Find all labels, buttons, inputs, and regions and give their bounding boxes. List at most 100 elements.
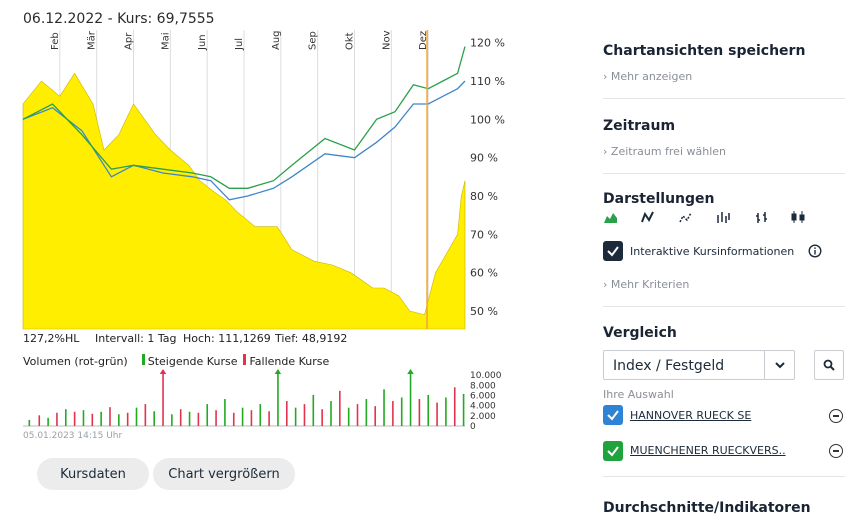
stat-interval: Intervall: 1 Tag: [95, 332, 177, 345]
divider: [603, 173, 845, 174]
divider: [603, 98, 845, 99]
volume-bar: [427, 394, 430, 426]
volume-bar: [118, 414, 120, 426]
volume-bar: [232, 412, 235, 426]
info-icon[interactable]: [808, 244, 822, 258]
volume-bar: [347, 407, 350, 426]
volume-bar: [259, 404, 262, 426]
overflow-arrow-icon: [274, 369, 282, 374]
area-chart-type-icon[interactable]: [603, 210, 619, 224]
volume-y-tick-label: 0: [470, 422, 476, 430]
volume-bar: [171, 414, 173, 426]
volume-bar: [339, 390, 341, 426]
volume-bar: [28, 419, 31, 426]
candlestick-chart-icon[interactable]: [789, 210, 807, 224]
y-tick-label: 50 %: [470, 305, 498, 318]
y-tick-label: 80 %: [470, 190, 498, 203]
y-tick-label: 60 %: [470, 267, 498, 280]
stat-high: Hoch: 111,1269: [183, 332, 271, 345]
volume-bar: [250, 410, 253, 426]
hannover-series-line: [22, 80, 466, 201]
month-tick-label: Apr: [124, 32, 135, 50]
overflow-arrow-icon: [159, 369, 167, 374]
save-views-title: Chartansichten speichern: [603, 43, 806, 59]
muenchener-checkbox[interactable]: [603, 441, 623, 461]
legend-down-label: Fallende Kurse: [249, 355, 330, 368]
volume-bar: [91, 413, 94, 426]
volume-y-tick-label: 4.000: [470, 402, 496, 412]
volume-bar: [330, 401, 332, 426]
bar-chart-type-icon[interactable]: [754, 210, 770, 224]
enlarge-chart-button[interactable]: Chart vergrößern: [153, 458, 295, 490]
line-chart-type-icon[interactable]: [640, 210, 656, 224]
volume-bar: [356, 404, 359, 426]
y-tick-label: 90 %: [470, 152, 498, 165]
month-tick-label: Mai: [160, 32, 171, 50]
dotted-line-chart-icon[interactable]: [678, 210, 694, 224]
volume-bar: [392, 401, 394, 426]
volume-bar: [418, 399, 421, 426]
legend-up-label: Steigende Kurse: [147, 355, 238, 368]
volume-bar: [56, 412, 58, 426]
remove-circle-icon[interactable]: [829, 409, 843, 423]
y-tick-label: 110 %: [470, 75, 505, 88]
divider: [603, 476, 845, 477]
volume-bar: [47, 417, 49, 426]
ohlc-chart-icon[interactable]: [715, 210, 731, 224]
volume-bar: [215, 410, 217, 426]
volume-bar: [109, 407, 111, 426]
volume-bar: [82, 410, 85, 426]
y-tick-label: 120 %: [470, 37, 505, 50]
volume-bar: [294, 407, 297, 426]
volume-bar: [100, 411, 102, 426]
remove-circle-icon[interactable]: [829, 444, 843, 458]
vergleich-title: Vergleich: [603, 325, 677, 341]
month-tick-label: Jul: [234, 38, 245, 51]
month-tick-label: Jun: [197, 34, 208, 51]
comparison-select-value: Index / Festgeld: [613, 358, 725, 374]
volume-date: 05.01.2023 14:15 Uhr: [23, 431, 123, 441]
volume-bar: [38, 415, 41, 426]
kursdaten-button[interactable]: Kursdaten: [37, 458, 149, 490]
volume-bar: [144, 404, 147, 426]
hannover-checkbox[interactable]: [603, 405, 623, 425]
volume-bar: [462, 393, 465, 426]
price-chart[interactable]: Feb Mär Apr Mai Jun Jul Aug Sep Okt Nov Dez 120 % 11…: [0, 26, 520, 332]
volume-bar: [321, 409, 323, 426]
volume-bar: [224, 399, 226, 426]
volume-bar: [135, 407, 138, 426]
volume-bar: [197, 412, 200, 426]
volume-bar: [126, 412, 129, 426]
legend-up-swatch: [141, 354, 145, 365]
y-tick-label: 70 %: [470, 228, 498, 241]
volume-bar: [206, 404, 209, 426]
volume-title: Volumen (rot-grün): [23, 354, 128, 368]
volume-bar: [383, 389, 385, 426]
month-tick-label: Feb: [50, 32, 61, 50]
interactive-info-label: Interaktive Kursinformationen: [630, 245, 795, 258]
chevron-down-icon[interactable]: [764, 351, 794, 379]
comparison-item-muenchener[interactable]: MUENCHENER RUECKVERS..: [630, 444, 786, 457]
comparison-item-hannover[interactable]: HANNOVER RUECK SE: [630, 409, 752, 422]
volume-y-tick-label: 8.000: [470, 381, 496, 391]
month-tick-label: Mär: [87, 30, 98, 50]
volume-bar: [445, 397, 447, 426]
volume-bar: [179, 409, 182, 426]
volume-bar: [436, 402, 438, 426]
chart-header: 06.12.2022 - Kurs: 69,7555: [23, 11, 215, 27]
zeitraum-link[interactable]: › Zeitraum frei wählen: [603, 145, 727, 158]
save-views-link[interactable]: › Mehr anzeigen: [603, 70, 693, 83]
volume-y-tick-label: 2.000: [470, 412, 496, 422]
zeitraum-title: Zeitraum: [603, 118, 676, 134]
volume-y-tick-label: 10.000: [470, 371, 502, 381]
search-button[interactable]: [814, 350, 844, 380]
month-tick-label: Nov: [381, 30, 392, 50]
comparison-select[interactable]: Index / Festgeld: [603, 350, 795, 380]
more-criteria-link[interactable]: › Mehr Kriterien: [603, 278, 690, 291]
volume-bar: [453, 387, 456, 426]
volume-y-tick-label: 6.000: [470, 391, 496, 401]
volume-bar: [374, 406, 376, 426]
interactive-info-checkbox[interactable]: [603, 241, 623, 261]
muenchener-series-line: [22, 46, 466, 189]
